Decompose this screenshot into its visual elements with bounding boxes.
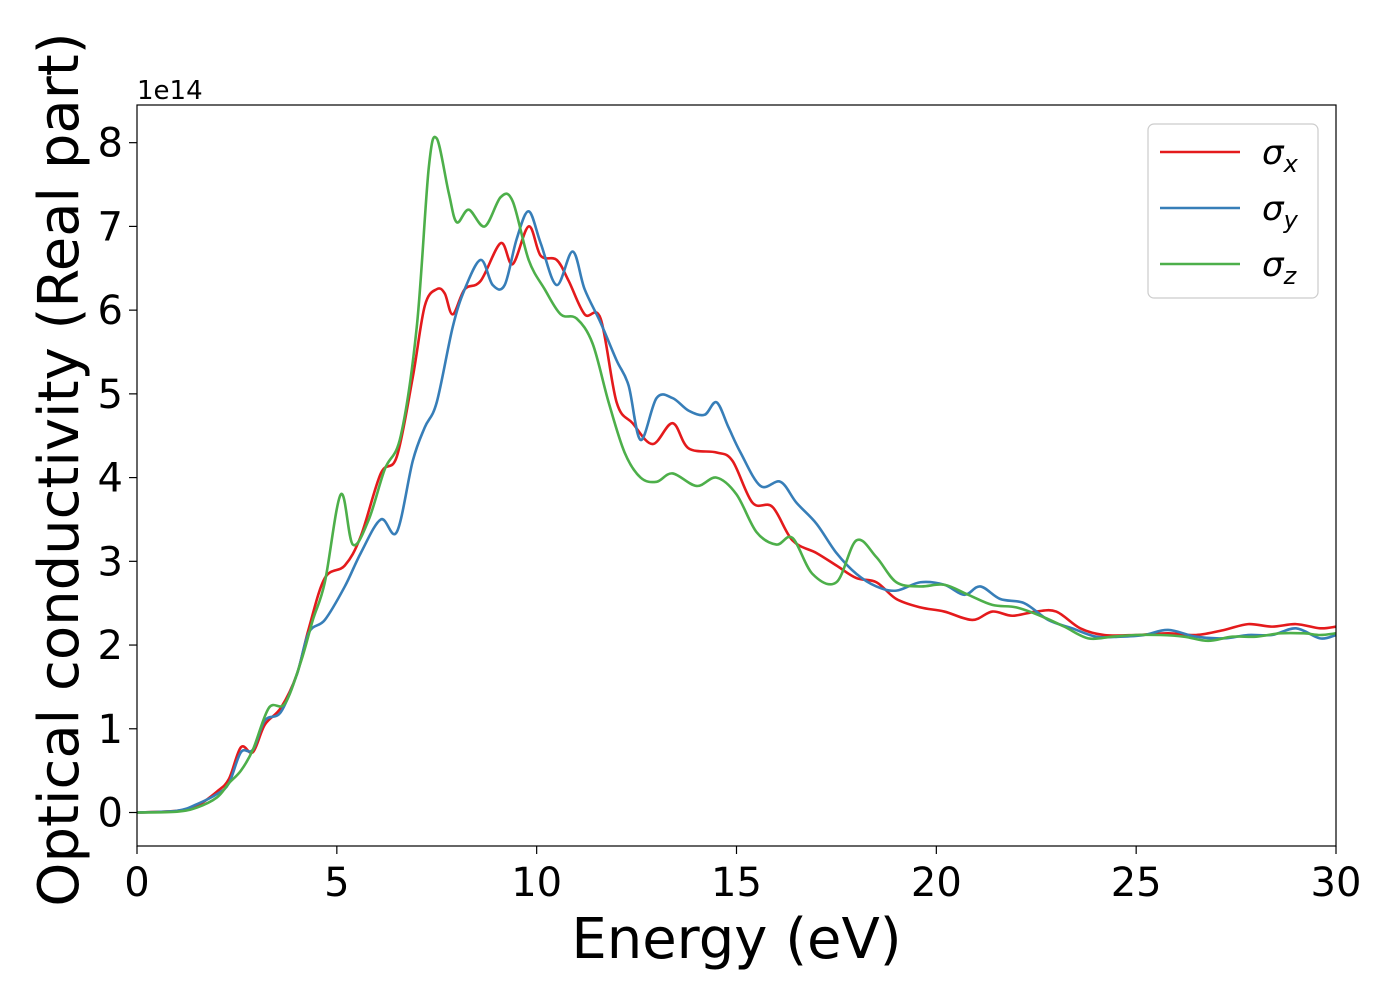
y-tick-label: 3	[98, 539, 123, 585]
series-line-sigma-y	[137, 210, 1336, 814]
x-tick-label: 5	[324, 860, 349, 906]
x-tick-label: 25	[1111, 860, 1162, 906]
y-tick-label: 6	[98, 288, 123, 334]
y-tick-label: 8	[98, 121, 123, 167]
y-tick-label: 7	[98, 204, 123, 250]
x-tick-label: 10	[511, 860, 562, 906]
series-line-sigma-z	[137, 135, 1336, 814]
plot-background	[137, 105, 1336, 846]
x-axis-label: Energy (eV)	[571, 907, 901, 972]
series-line-sigma-x	[137, 225, 1336, 814]
y-axis-offset-label: 1e14	[137, 76, 203, 106]
y-tick-label: 1	[98, 707, 123, 753]
legend-subscript: x	[1283, 150, 1299, 178]
y-tick-label: 5	[98, 372, 123, 418]
x-tick-label: 20	[911, 860, 962, 906]
y-tick-label: 2	[98, 623, 123, 669]
legend-subscript: y	[1283, 206, 1299, 234]
legend-box	[1147, 123, 1319, 299]
y-tick-label: 0	[98, 791, 123, 837]
y-axis-ticks: 0 1 2 3 4 5 6 7 8	[98, 121, 137, 837]
series-layer	[137, 135, 1336, 814]
x-tick-label: 30	[1311, 860, 1362, 906]
plot-area	[137, 105, 1336, 846]
y-axis-label: Optical conductivity (Real part)	[27, 32, 92, 906]
x-tick-label: 15	[711, 860, 762, 906]
y-tick-label: 4	[98, 456, 123, 502]
legend-label-sigma-y: σy	[1262, 189, 1299, 234]
x-tick-label: 0	[124, 860, 149, 906]
x-axis-ticks: 0 5 10 15 20 25 30	[124, 846, 1361, 906]
legend-subscript: z	[1283, 262, 1298, 290]
